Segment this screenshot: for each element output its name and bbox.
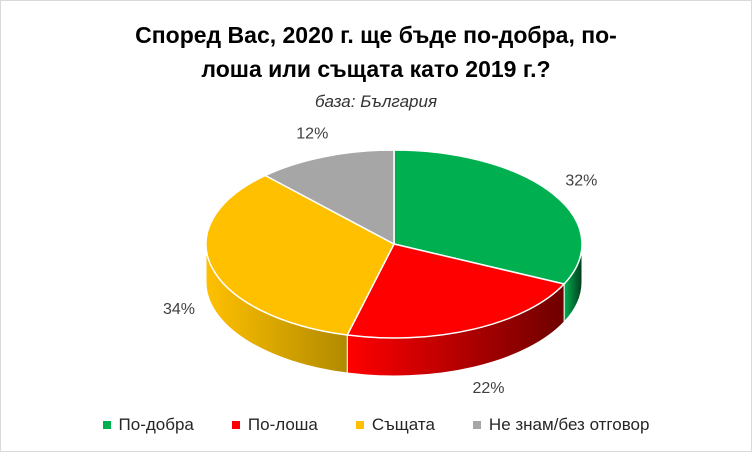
data-label-по-лоша: 22% (472, 380, 504, 397)
pie-slices (205, 149, 583, 339)
chart-title: Според Вас, 2020 г. ще бъде по-добра, по… (0, 18, 752, 86)
chart-subtitle: база: България (314, 92, 438, 111)
data-labels: 32% 22% 34% 12% (163, 125, 597, 396)
legend-item-po-dobra: По-добра (102, 412, 194, 438)
data-label-не-знам-без-отговор: 12% (296, 125, 328, 142)
legend-label: По-добра (118, 415, 194, 434)
chart-title-line-1: Според Вас, 2020 г. ще бъде по-добра, по… (135, 22, 617, 48)
pie-slice-по-добра (393, 149, 583, 285)
data-label-същата: 34% (163, 301, 195, 318)
legend: По-добра По-лоша Същата Не знам/без отго… (0, 412, 752, 438)
legend-label: Не знам/без отговор (488, 415, 650, 434)
pie-slice-по-лоша (346, 243, 566, 339)
legend-item-po-losha: По-лоша (231, 412, 318, 438)
pie-slice-не-знам-без-отговор (263, 149, 395, 246)
legend-label: Същата (371, 415, 435, 434)
legend-item-ne-znam: Не знам/без отговор (472, 412, 650, 438)
legend-swatch (355, 421, 364, 429)
pie-slice-същата (205, 174, 396, 336)
chart-title-line-2: лоша или същата като 2019 г.? (201, 56, 551, 82)
legend-swatch (102, 421, 111, 429)
legend-swatch (231, 421, 240, 429)
legend-item-sashtata: Същата (355, 412, 435, 438)
legend-swatch (472, 421, 481, 429)
data-label-по-добра: 32% (565, 173, 597, 190)
legend-label: По-лоша (247, 415, 318, 434)
